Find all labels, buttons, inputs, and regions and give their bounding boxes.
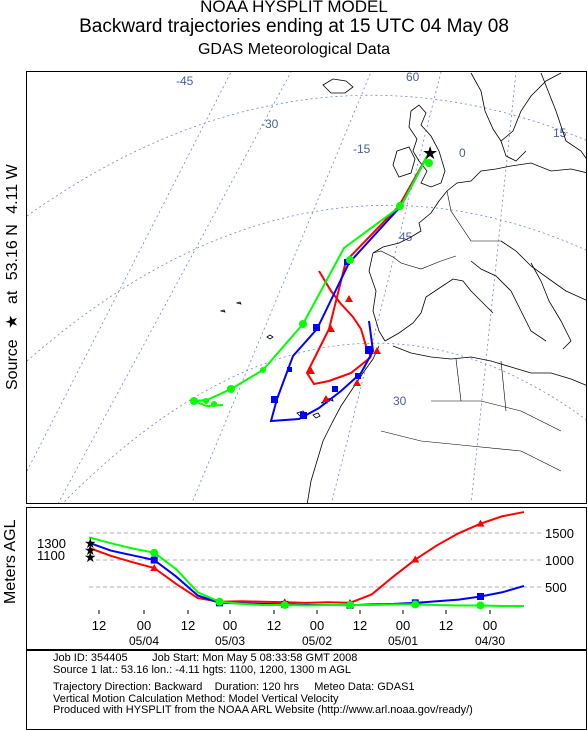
height-chart: 1500 1000 500 1300 1100 ★ ★ ★ bbox=[37, 511, 574, 610]
time-label-1: 00 bbox=[137, 618, 151, 633]
time-label-3: 00 bbox=[223, 618, 237, 633]
date-label-0430: 04/30 bbox=[475, 634, 505, 648]
height-line-0 bbox=[88, 511, 525, 604]
chart-subtitle: Backward trajectories ending at 15 UTC 0… bbox=[79, 16, 509, 37]
time-labels: 12 00 12 00 12 00 12 00 12 00 bbox=[92, 618, 497, 633]
start-label-1100: 1100 bbox=[37, 548, 65, 563]
height-marker-2-3 bbox=[150, 548, 159, 557]
height-tick-1500: 1500 bbox=[545, 526, 574, 541]
trajectory-lines bbox=[193, 152, 430, 423]
source-at-word: at bbox=[4, 290, 21, 305]
start-star-1300: ★ bbox=[84, 535, 97, 551]
height-marker-2-9 bbox=[280, 600, 289, 609]
height-marker-0-3 bbox=[150, 564, 159, 571]
height-marker-2-18 bbox=[476, 601, 485, 610]
height-series bbox=[88, 511, 525, 610]
source-location-label: Source ★ at 53.16 N 4.11 W bbox=[2, 158, 22, 390]
start-label-1300: 1300 bbox=[37, 536, 66, 551]
chart-title: NOAA HYSPLIT MODEL bbox=[200, 0, 388, 16]
date-label-0504: 05/04 bbox=[129, 634, 159, 648]
trajectory-red bbox=[305, 152, 430, 386]
height-right-ticks: 1500 1000 500 bbox=[545, 526, 574, 595]
time-label-6: 12 bbox=[353, 618, 367, 633]
height-marker-1-18 bbox=[477, 593, 484, 600]
height-tick-1000: 1000 bbox=[545, 553, 574, 568]
vertical-motion: Vertical Motion Calculation Method: Mode… bbox=[53, 692, 339, 705]
start-stars: ★ ★ ★ bbox=[84, 535, 97, 565]
produced-with: Produced with HYSPLIT from the NOAA ARL … bbox=[53, 704, 473, 717]
map-canvas: -45 -30 -15 0 15 60 45 30 bbox=[27, 72, 586, 503]
grid-label-lon-e15: 15 bbox=[553, 126, 567, 140]
time-label-8: 12 bbox=[439, 618, 453, 633]
source-star-marker: ★ bbox=[422, 143, 438, 163]
grid-label-lat-60: 60 bbox=[406, 72, 420, 84]
height-axis-label: Meters AGL bbox=[2, 519, 19, 604]
source-lon: 4.11 W bbox=[4, 164, 21, 214]
date-labels: 05/04 05/03 05/02 05/01 04/30 bbox=[129, 634, 505, 648]
source-info: Source 1 lat.: 53.16 lon.: -4.11 hgts: 1… bbox=[53, 663, 352, 676]
job-id: Job ID: 354405 bbox=[53, 652, 128, 664]
graticule-labels: -45 -30 -15 0 15 60 45 30 bbox=[176, 72, 567, 408]
map-graticule bbox=[27, 72, 586, 503]
start-star-1100: ★ bbox=[84, 549, 97, 565]
meteo-data: Meteo Data: GDAS1 bbox=[314, 681, 415, 694]
date-label-0502: 05/02 bbox=[302, 634, 332, 648]
source-lat: 53.16 N bbox=[4, 224, 21, 281]
grid-label-lat-30: 30 bbox=[393, 394, 407, 408]
trajectory-map: -45 -30 -15 0 15 60 45 30 bbox=[26, 71, 587, 504]
trajectory-green bbox=[193, 152, 430, 408]
time-axis: 12 00 12 00 12 00 12 00 12 00 05/04 05/0… bbox=[92, 610, 505, 648]
height-marker-2-15 bbox=[411, 600, 420, 609]
time-label-0: 12 bbox=[92, 618, 106, 633]
trajectory-markers: ★ bbox=[190, 143, 438, 419]
grid-label-lon-w15: -15 bbox=[353, 142, 371, 156]
height-panel: 1500 1000 500 1300 1100 ★ ★ ★ bbox=[26, 507, 587, 650]
grid-label-lon-w30: -30 bbox=[261, 117, 279, 131]
height-tick-500: 500 bbox=[545, 580, 567, 595]
job-start: Job Start: Mon May 5 08:33:58 GMT 2008 bbox=[152, 652, 358, 664]
start-star-1200: ★ bbox=[84, 542, 97, 558]
meteo-data-title: GDAS Meteorological Data bbox=[197, 41, 391, 58]
height-marker-2-6 bbox=[215, 597, 224, 606]
time-label-7: 00 bbox=[396, 618, 410, 633]
duration: Duration: 120 hrs bbox=[214, 681, 299, 694]
height-marker-0-18 bbox=[476, 519, 485, 527]
date-label-0501: 05/01 bbox=[388, 634, 418, 648]
grid-label-lon-w45: -45 bbox=[176, 74, 194, 88]
job-info-box: Job ID: 354405 Job Start: Mon May 5 08:3… bbox=[26, 650, 587, 730]
coastlines bbox=[219, 72, 586, 503]
time-label-2: 12 bbox=[181, 618, 195, 633]
height-marker-0-15 bbox=[411, 555, 420, 563]
height-start-labels: 1300 1100 bbox=[37, 536, 66, 563]
time-label-4: 12 bbox=[267, 618, 281, 633]
source-word: Source bbox=[4, 339, 21, 390]
height-gridlines bbox=[89, 532, 542, 588]
trajectory-direction: Trajectory Direction: Backward bbox=[53, 681, 203, 694]
time-label-9: 00 bbox=[483, 618, 497, 633]
height-line-2 bbox=[88, 536, 524, 607]
grid-label-lon-0: 0 bbox=[459, 146, 466, 160]
grid-label-lat-45: 45 bbox=[399, 230, 413, 244]
height-marker-1-3 bbox=[150, 556, 158, 564]
height-marker-2-12 bbox=[346, 600, 354, 609]
date-label-0503: 05/03 bbox=[215, 634, 245, 648]
time-label-5: 00 bbox=[310, 618, 324, 633]
source-star-icon: ★ bbox=[4, 314, 21, 329]
